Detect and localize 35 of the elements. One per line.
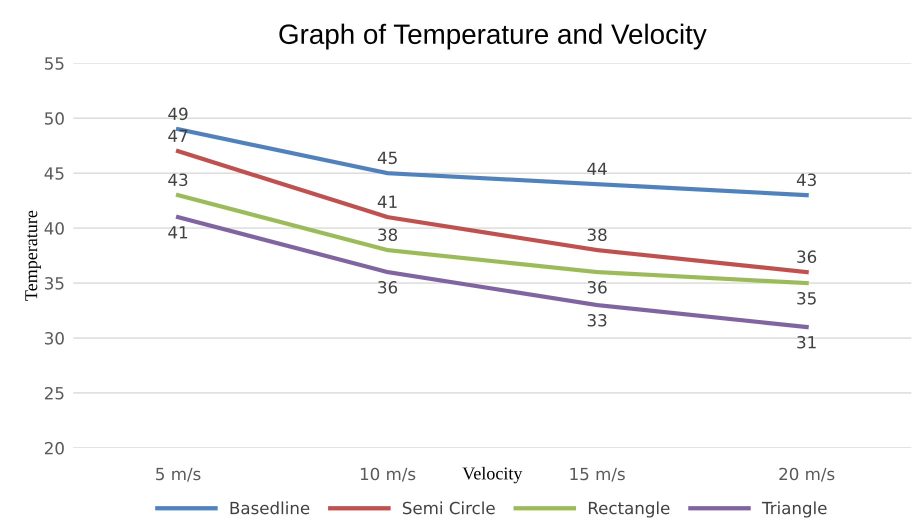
data-label: 41 [168,226,188,238]
data-label: 36 [588,280,607,294]
y-axis-title: Temperature [25,210,41,301]
data-label: 41 [378,196,397,208]
legend-label: Semi Circle [402,501,495,514]
data-label: 47 [168,130,188,142]
y-tick-label: 45 [44,167,64,180]
x-tick-label: 5 m/s [156,468,200,482]
data-label: 33 [588,314,606,327]
legend-label: Triangle [762,501,827,518]
y-tick-label: 40 [44,222,64,235]
y-tick-label: 20 [44,442,64,455]
y-tick-label: 35 [45,277,64,290]
y-tick-label: 25 [44,386,64,400]
data-label: 38 [378,228,398,242]
data-label: 43 [168,173,188,186]
data-label: 38 [588,228,607,242]
data-label: 31 [797,336,816,349]
data-label: 45 [378,152,397,164]
data-label: 44 [587,162,607,175]
legend-label: Rectangle [588,501,670,518]
legend-label: Basedline [230,501,310,514]
data-label: 43 [796,173,816,186]
data-label: 49 [168,108,188,120]
y-tick-label: 50 [45,112,64,125]
data-label: 36 [378,280,398,294]
x-tick-label: 20 m/s [779,468,834,482]
y-tick-label: 55 [45,57,64,70]
chart-title: Graph of Temperature and Velocity [279,24,707,50]
x-axis-title: Velocity [462,466,522,484]
data-label: 36 [797,250,816,264]
data-label: 35 [797,292,816,305]
x-tick-label: 15 m/s [570,468,625,482]
y-tick-label: 30 [45,332,64,345]
x-tick-label: 10 m/s [360,468,416,482]
